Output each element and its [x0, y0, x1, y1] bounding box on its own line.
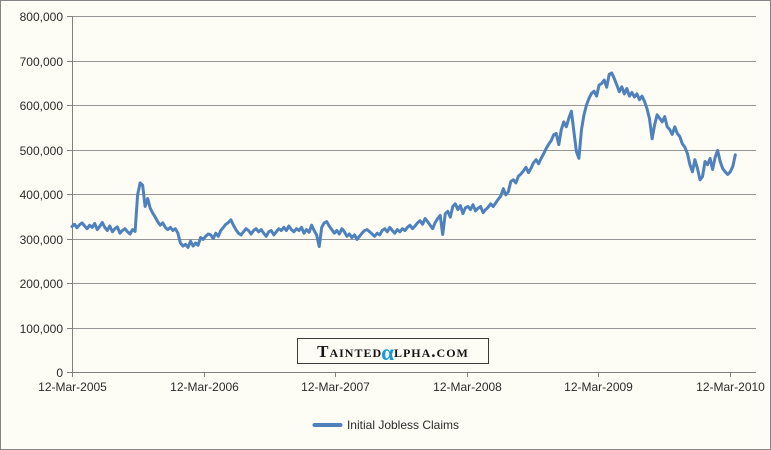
y-axis-tick-label: 800,000 [19, 9, 63, 24]
x-axis-tick-label: 12-Mar-2008 [433, 380, 502, 394]
watermark: Tainted α lpha.com [297, 338, 489, 364]
watermark-text-post: lpha.com [393, 341, 469, 361]
x-axis-tick-label: 12-Mar-2005 [38, 380, 107, 394]
y-axis-tick-label: 500,000 [19, 143, 63, 158]
x-axis-tick-label: 12-Mar-2006 [170, 380, 239, 394]
legend-label: Initial Jobless Claims [346, 418, 460, 432]
legend-line-marker [311, 423, 342, 427]
watermark-alpha-glyph: α [381, 339, 395, 365]
y-axis-tick-label: 0 [56, 365, 63, 380]
watermark-text-pre: Tainted [317, 341, 383, 361]
x-axis-tick-label: 12-Mar-2010 [696, 380, 765, 394]
data-line-initial-jobless-claims [70, 71, 737, 249]
legend: Initial Jobless Claims [311, 418, 460, 432]
x-axis-tick-label: 12-Mar-2009 [564, 380, 633, 394]
x-axis-tick-label: 12-Mar-2007 [301, 380, 370, 394]
y-axis-tick-label: 200,000 [19, 276, 63, 291]
y-axis-tick-label: 600,000 [19, 98, 63, 113]
y-axis-tick-label: 700,000 [19, 54, 63, 69]
y-axis-tick-label: 100,000 [19, 321, 63, 336]
y-axis-tick-label: 300,000 [19, 232, 63, 247]
y-axis-tick-label: 400,000 [19, 187, 63, 202]
